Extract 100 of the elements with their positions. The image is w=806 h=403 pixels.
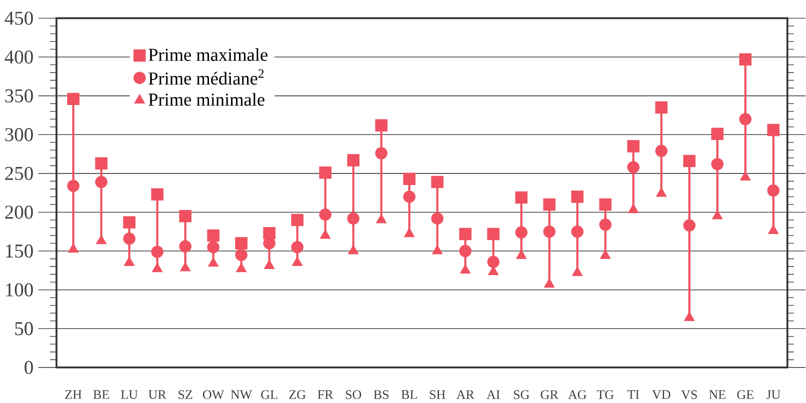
point (767, 124, 780, 136)
point (292, 256, 303, 266)
point (123, 216, 136, 228)
point (431, 212, 444, 224)
point (404, 228, 415, 237)
point (768, 224, 779, 234)
x-tick-label: BL (401, 390, 417, 399)
point (711, 158, 724, 170)
point (179, 210, 192, 222)
point (180, 262, 191, 272)
point (207, 229, 220, 242)
point (123, 232, 136, 245)
point (375, 146, 388, 160)
x-tick-label: SO (346, 390, 362, 399)
point (515, 226, 528, 238)
point (67, 92, 80, 105)
point (740, 170, 751, 180)
point (571, 190, 584, 203)
point (543, 198, 556, 210)
legend-label: Prime médiane$^{2}$ (148, 69, 264, 84)
point (235, 236, 248, 250)
x-tick-label: AG (568, 390, 586, 399)
point (571, 225, 584, 238)
point (347, 212, 360, 224)
point (739, 53, 752, 66)
point (319, 166, 332, 179)
y-tick-label: 0 (24, 360, 33, 374)
point (627, 160, 640, 174)
point (460, 264, 471, 274)
x-tick-label: GL (261, 390, 278, 399)
x-tick-label: ZH (65, 390, 82, 399)
y-tick-label: 200 (5, 205, 33, 219)
y-tick-label: 400 (4, 50, 33, 64)
x-tick-label: SH (430, 390, 446, 399)
x-tick-label: AI (486, 390, 500, 399)
point (459, 244, 472, 257)
point (600, 249, 611, 259)
point (347, 154, 360, 166)
point (95, 176, 108, 188)
x-tick-label: NE (709, 390, 726, 399)
point (712, 210, 723, 220)
point (683, 154, 696, 167)
y-tick-label: 100 (6, 283, 33, 296)
point (124, 256, 135, 266)
point (487, 256, 500, 268)
point (291, 240, 304, 254)
point (543, 225, 556, 238)
point (459, 228, 472, 240)
y-tick-label: 150 (6, 244, 33, 258)
point (487, 228, 500, 240)
legend-label: Prime maximale (148, 48, 268, 61)
point (431, 176, 444, 188)
x-tick-label: BE (93, 390, 109, 399)
point (655, 101, 668, 114)
point (151, 188, 164, 200)
x-tick-label: SZ (178, 390, 192, 399)
point (516, 249, 527, 259)
point (152, 262, 163, 272)
point (264, 259, 275, 269)
point (320, 229, 331, 238)
point (235, 248, 248, 261)
point (628, 204, 639, 213)
y-tick-label: 350 (5, 89, 33, 102)
point (684, 311, 695, 321)
y-tick-label: 450 (4, 11, 33, 25)
point (599, 198, 612, 210)
point (767, 184, 780, 196)
x-tick-label: ZG (289, 390, 306, 399)
point (151, 245, 164, 258)
point (432, 244, 443, 254)
point (236, 262, 247, 272)
x-tick-label: AR (456, 390, 474, 399)
y-tick-label: 50 (15, 322, 33, 336)
point (375, 118, 388, 132)
point (96, 234, 107, 244)
x-tick-label: VD (652, 390, 670, 399)
point (544, 278, 555, 288)
point (711, 128, 724, 140)
x-tick-label: VS (681, 390, 697, 399)
point (572, 266, 583, 276)
point (68, 243, 79, 252)
x-tick-label: SG (514, 390, 530, 399)
point (319, 208, 332, 220)
point (515, 191, 528, 204)
point (263, 226, 276, 240)
point (656, 187, 667, 197)
point (683, 219, 696, 232)
point (403, 190, 416, 203)
x-tick-label: OW (202, 390, 224, 399)
x-tick-label: FR (318, 390, 334, 399)
point (403, 172, 416, 185)
x-tick-label: GR (540, 390, 558, 399)
y-tick-label: 300 (5, 128, 33, 141)
x-tick-label: JU (766, 390, 780, 399)
point (208, 257, 219, 266)
point (67, 180, 80, 192)
x-tick-label: GE (737, 390, 754, 399)
x-tick-label: TG (596, 390, 614, 399)
point (348, 244, 359, 254)
x-tick-label: TI (627, 390, 640, 399)
